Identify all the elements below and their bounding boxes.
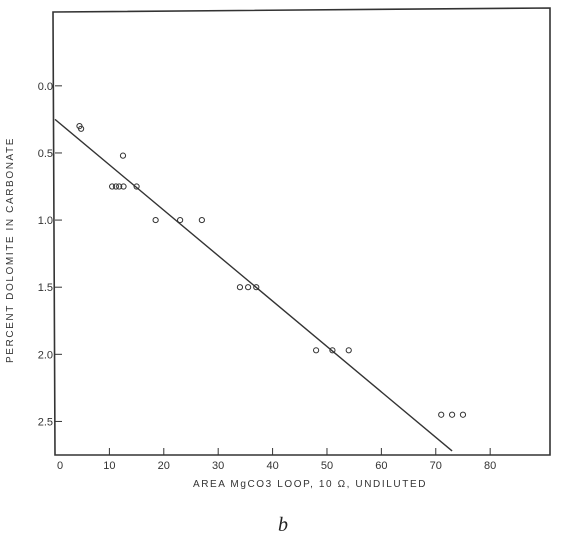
data-points: [76, 123, 467, 418]
x-axis-title: AREA MgCO3 LOOP, 10 Ω, UNDILUTED: [193, 479, 427, 490]
trend-line: [54, 118, 453, 452]
axis-ticks: [55, 85, 491, 455]
y-tick-label: 0.5: [38, 148, 53, 160]
y-tick-label: 2.5: [38, 416, 53, 428]
data-point: [448, 411, 456, 418]
data-point: [133, 183, 140, 190]
y-tick-label: 2.0: [38, 349, 53, 361]
data-point: [177, 216, 184, 224]
data-point: [116, 183, 123, 190]
y-tick-label: 0.0: [38, 81, 53, 93]
y-axis-title: PERCENT DOLOMITE IN CARBONATE: [5, 137, 16, 363]
x-tick-label: 60: [375, 460, 387, 472]
x-tick-label: 80: [484, 460, 496, 472]
data-point: [438, 411, 445, 418]
x-tick-label: 50: [321, 460, 333, 472]
plot-frame: [52, 7, 551, 456]
data-point: [329, 347, 336, 354]
data-point: [112, 183, 120, 190]
x-tick-label: 70: [430, 460, 442, 472]
data-point: [253, 284, 260, 291]
data-point: [152, 216, 159, 224]
axis-tick-labels: 0 10 20 30 40 50 60 70 80 0.0 0.5 1.0 1.5 2.0 2.5: [38, 81, 497, 472]
x-tick-label: 40: [266, 460, 278, 472]
data-point: [78, 125, 85, 132]
y-tick-label: 1.0: [38, 215, 53, 227]
x-tick-label: 30: [212, 460, 224, 472]
x-tick-label: 0: [57, 460, 63, 472]
data-point: [236, 284, 244, 291]
data-point: [119, 152, 127, 159]
data-point: [245, 284, 252, 291]
y-tick-label: 1.5: [38, 282, 53, 294]
data-point: [312, 347, 320, 354]
x-tick-label: 10: [103, 460, 115, 472]
data-point: [109, 183, 116, 190]
data-point: [345, 347, 352, 354]
data-point: [198, 216, 205, 224]
panel-label: b: [278, 514, 288, 536]
x-tick-label: 20: [158, 460, 170, 472]
data-point: [120, 183, 127, 190]
data-point: [459, 411, 467, 418]
